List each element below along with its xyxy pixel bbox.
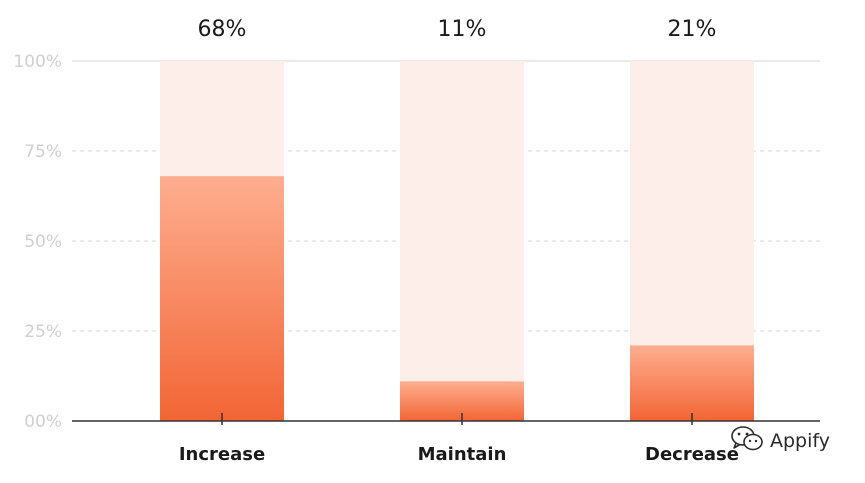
bar-decrease	[630, 345, 754, 421]
y-tick-label: 75%	[24, 142, 62, 162]
watermark-text: Appify	[770, 430, 830, 452]
watermark: Appify	[730, 424, 830, 458]
value-label-maintain: 11%	[438, 17, 487, 42]
bars	[160, 176, 754, 421]
value-label-increase: 68%	[198, 17, 247, 42]
value-label-decrease: 21%	[668, 17, 717, 42]
labels: 00% 25% 50% 75% 100% 68% Increase 11% Maintain 21…	[13, 17, 739, 465]
category-label-decrease: Decrease	[645, 444, 739, 465]
y-tick-label: 00%	[24, 412, 62, 432]
y-tick-label: 50%	[24, 232, 62, 252]
category-label-maintain: Maintain	[418, 444, 507, 465]
y-tick-label: 100%	[13, 52, 62, 72]
wechat-icon	[730, 425, 764, 457]
bar-increase	[160, 176, 284, 421]
x-axis	[72, 413, 820, 425]
bar-track-maintain	[400, 61, 524, 421]
y-tick-label: 25%	[24, 322, 62, 342]
category-label-increase: Increase	[179, 444, 265, 465]
